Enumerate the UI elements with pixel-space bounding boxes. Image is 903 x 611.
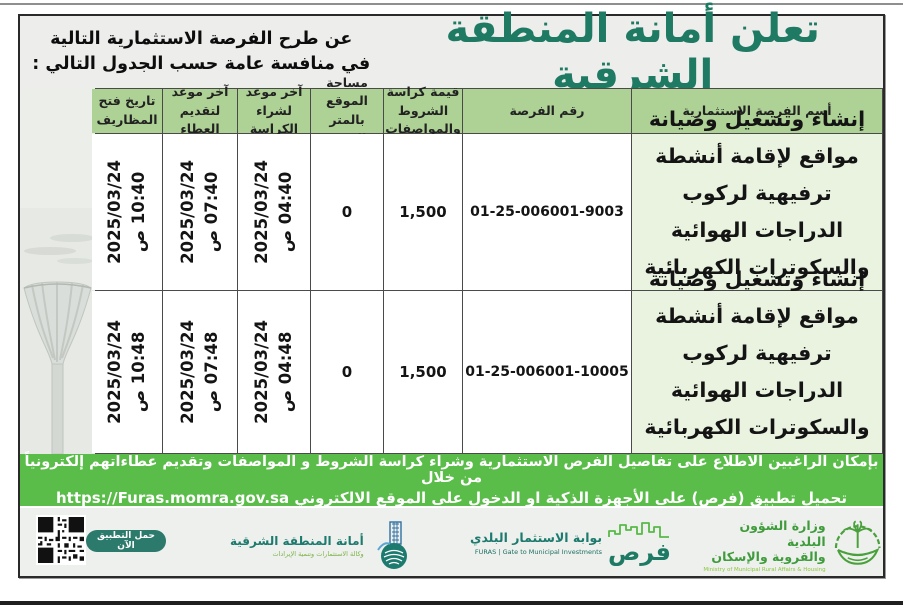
opportunity-number: 01-25-006001-10005 <box>463 291 631 453</box>
announcement-subtitle: عن طرح الفرصة الاستثمارية التالية في منا… <box>20 27 382 78</box>
ministry-palm-emblem-icon <box>834 520 881 566</box>
column-header-number: رقم الفرصة <box>463 89 631 133</box>
amanah-logo-subtitle: وكالة الاستثمارات وتنمية الإيرادات <box>272 550 364 558</box>
amanah-logo: أمانة المنطقة الشرقية وكالة الاستثمارات … <box>230 520 420 572</box>
ministry-name-english: Ministry of Municipal Rural Affairs & Ho… <box>703 566 826 573</box>
furas-wordmark: فرص <box>608 538 671 566</box>
opportunity-name: إنشاء وتشغيل وصيانة مواقع لإقامة أنشطة ت… <box>632 267 882 476</box>
furas-skyline-icon <box>608 522 670 538</box>
open-date-cell: 2025/03/24 10:48 ص <box>92 291 162 453</box>
furas-logo-subtitle: FURAS | Gate to Municipal Investments <box>474 547 603 556</box>
column-header-bid-deadline: آخر موعد لتقديم العطاء <box>163 84 237 136</box>
subtitle-line1: عن طرح الفرصة الاستثمارية التالية <box>50 28 353 49</box>
bottom-divider <box>0 601 903 605</box>
bid-time: 07:48 ص <box>202 331 221 413</box>
bid-deadline-cell: 2025/03/24 07:40 ص <box>163 134 237 290</box>
announcement-header: عن طرح الفرصة الاستثمارية التالية في منا… <box>20 6 883 98</box>
furas-url-link[interactable]: https://Furas.momra.gov.sa <box>56 488 290 507</box>
open-date: 2025/03/24 <box>105 160 125 264</box>
bid-date: 2025/03/24 <box>178 160 198 264</box>
buy-date: 2025/03/24 <box>252 320 272 424</box>
notice-line2: تحميل تطبيق (فرص) على الأجهزة الذكية او … <box>20 489 883 507</box>
column-header-booklet-value: قيمة كراسة الشروط والمواصفات <box>384 83 462 137</box>
top-divider <box>0 3 903 5</box>
water-tower-icon <box>20 88 95 454</box>
water-tower-photo <box>20 88 95 454</box>
bid-date: 2025/03/24 <box>178 320 198 424</box>
furas-logo: بوابة الاستثمار البلدي FURAS | Gate to M… <box>470 522 671 564</box>
site-area: 0 <box>311 291 383 453</box>
buy-date: 2025/03/24 <box>252 160 272 264</box>
open-time: 10:48 ص <box>129 331 148 413</box>
open-time: 10:40 ص <box>129 171 148 253</box>
bid-time: 07:40 ص <box>202 171 221 253</box>
amanah-logo-title: أمانة المنطقة الشرقية <box>230 534 364 548</box>
footer-logos: حمل التطبيق الآن أمانة المنطقة الشرقية و… <box>20 506 883 576</box>
notice-line2-text: تحميل تطبيق (فرص) على الأجهزة الذكية او … <box>294 488 847 507</box>
column-header-open-date: تاريخ فتح المظاريف <box>92 89 162 133</box>
amanah-tower-icon <box>376 521 407 569</box>
download-app-button[interactable]: حمل التطبيق الآن <box>86 530 166 552</box>
opportunities-table: أسم الفرصة الاستثمارية رقم الفرصة قيمة ك… <box>92 75 883 476</box>
column-header-buy-deadline: آخر موعد لشراء الكراسة <box>238 84 310 136</box>
announcement-frame: عن طرح الفرصة الاستثمارية التالية في منا… <box>18 6 885 578</box>
opportunity-number: 01-25-006001-9003 <box>463 134 631 290</box>
buy-time: 04:48 ص <box>276 331 295 413</box>
furas-logo-title: بوابة الاستثمار البلدي <box>470 529 603 545</box>
column-header-area: مساحة الموقع بالمتر المربع <box>311 75 383 146</box>
buy-time: 04:40 ص <box>276 171 295 253</box>
buy-deadline-cell: 2025/03/24 04:48 ص <box>238 291 310 453</box>
ministry-name-line2: والقروية والإسكان <box>711 549 826 565</box>
furas-mark: فرص <box>608 522 671 564</box>
notice-band: بإمكان الراغبين الاطلاع على تفاصيل الفرص… <box>20 453 883 507</box>
notice-line1: بإمكان الراغبين الاطلاع على تفاصيل الفرص… <box>24 453 879 486</box>
site-area: 0 <box>311 134 383 290</box>
qr-code-icon <box>36 515 86 565</box>
buy-deadline-cell: 2025/03/24 04:40 ص <box>238 134 310 290</box>
booklet-value: 1,500 <box>384 291 462 453</box>
open-date-cell: 2025/03/24 10:40 ص <box>92 134 162 290</box>
open-date: 2025/03/24 <box>105 320 125 424</box>
bid-deadline-cell: 2025/03/24 07:48 ص <box>163 291 237 453</box>
subtitle-line2: في منافسة عامة حسب الجدول التالي : <box>32 54 371 74</box>
ministry-logo: وزارة الشؤون البلدية والقروية والإسكان M… <box>698 518 883 573</box>
ministry-name-line1: وزارة الشؤون البلدية <box>739 518 826 549</box>
column-header-name: أسم الفرصة الاستثمارية <box>632 89 882 133</box>
booklet-value: 1,500 <box>384 134 462 290</box>
